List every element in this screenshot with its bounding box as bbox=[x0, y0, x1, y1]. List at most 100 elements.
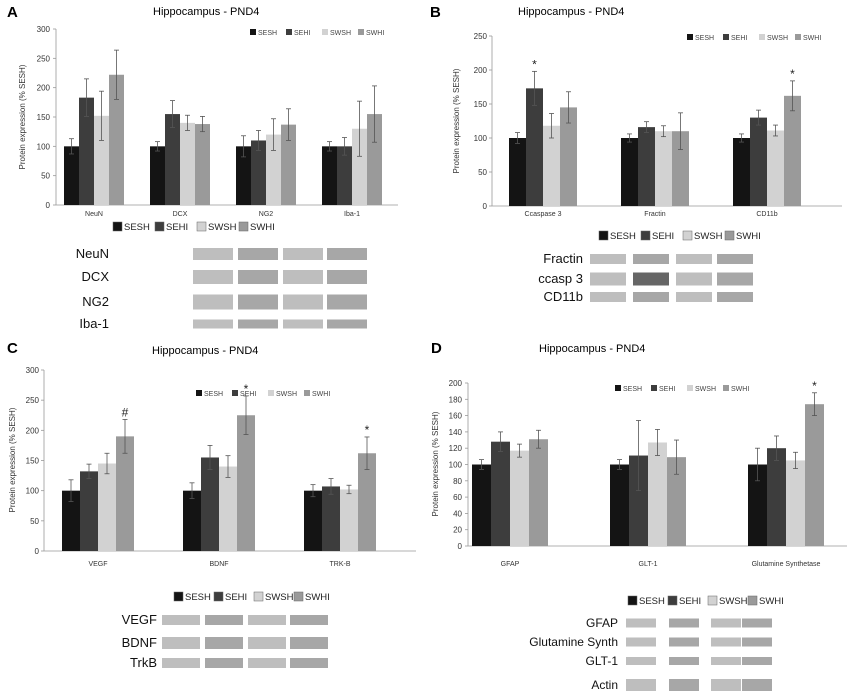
legend-swatch-swsh bbox=[687, 385, 693, 391]
blot-legend-label-swsh: SWSH bbox=[694, 231, 723, 242]
blot-legend-swatch-sesh bbox=[627, 595, 638, 606]
x-tick-label: GFAP bbox=[501, 561, 520, 568]
significance-marker: * bbox=[365, 423, 370, 437]
bar-swhi bbox=[237, 415, 255, 551]
legend-label-sehi: SEHI bbox=[240, 391, 256, 398]
blot-band bbox=[669, 618, 699, 628]
blot-row-label: GLT-1 bbox=[586, 654, 619, 668]
bar-swhi bbox=[560, 107, 577, 206]
blot-band bbox=[676, 292, 712, 302]
blot-band bbox=[248, 658, 286, 668]
legend-swatch-sesh bbox=[196, 390, 202, 396]
bar-swhi bbox=[805, 404, 824, 546]
legend-label-sehi: SEHI bbox=[731, 35, 747, 42]
y-tick-label: 100 bbox=[474, 134, 488, 143]
blot-band bbox=[633, 272, 669, 286]
blot-band bbox=[205, 615, 243, 625]
blot-band bbox=[238, 294, 278, 310]
blot-legend-swatch-sesh bbox=[598, 230, 609, 241]
legend-label-swsh: SWSH bbox=[330, 30, 351, 37]
y-tick-label: 300 bbox=[37, 25, 51, 34]
blot-legend-label-swhi: SWHI bbox=[305, 592, 330, 603]
blot-band bbox=[742, 679, 772, 691]
bar-swsh bbox=[98, 463, 116, 551]
blot-legend-swatch-swsh bbox=[253, 591, 264, 602]
legend-label-swsh: SWSH bbox=[767, 35, 788, 42]
legend-label-swhi: SWHI bbox=[731, 386, 749, 393]
blot-legend-swatch-sehi bbox=[154, 221, 165, 232]
legend-label-sehi: SEHI bbox=[659, 386, 675, 393]
bar-swsh bbox=[767, 130, 784, 206]
blot-band bbox=[238, 319, 278, 329]
blot-legend-swatch-sehi bbox=[213, 591, 224, 602]
blot-band bbox=[711, 618, 741, 628]
blot-legend-label-sesh: SESH bbox=[185, 592, 211, 603]
y-tick-label: 100 bbox=[26, 487, 40, 496]
significance-marker: # bbox=[122, 405, 129, 419]
x-tick-label: Glutamine Synthetase bbox=[752, 561, 821, 568]
bar-swsh bbox=[180, 122, 195, 205]
y-tick-label: 250 bbox=[37, 54, 51, 63]
blot-band bbox=[711, 679, 741, 691]
blot-legend-label-sehi: SEHI bbox=[679, 596, 701, 607]
y-tick-label: 150 bbox=[26, 457, 40, 466]
blot-band bbox=[327, 319, 367, 329]
bar-sehi bbox=[251, 140, 266, 205]
blot-legend-label-swhi: SWHI bbox=[736, 231, 761, 242]
blot-row-label: DCX bbox=[82, 269, 110, 284]
blot-band bbox=[711, 637, 741, 647]
y-axis-label: Protein expression (% SESH) bbox=[8, 407, 17, 512]
y-tick-label: 200 bbox=[37, 84, 51, 93]
blot-row-label: CD11b bbox=[543, 289, 583, 304]
blot-band bbox=[193, 319, 233, 329]
blot-band bbox=[742, 618, 772, 628]
x-tick-label: CD11b bbox=[756, 211, 777, 218]
bar-sesh bbox=[304, 490, 322, 551]
legend-swatch-swhi bbox=[358, 29, 364, 35]
blot-band bbox=[633, 254, 669, 264]
blot-legend-label-swsh: SWSH bbox=[719, 596, 748, 607]
bar-sehi bbox=[80, 471, 98, 551]
bar-sesh bbox=[236, 146, 251, 205]
y-tick-label: 60 bbox=[453, 493, 462, 502]
x-tick-label: NG2 bbox=[259, 211, 274, 218]
significance-marker: * bbox=[532, 57, 537, 71]
chart-title: Hippocampus - PND4 bbox=[539, 343, 645, 355]
blot-row-label: Fractin bbox=[543, 251, 583, 266]
blot-row-label: VEGF bbox=[122, 612, 157, 627]
blot-legend-swatch-sehi bbox=[667, 595, 678, 606]
chart-title: Hippocampus - PND4 bbox=[518, 6, 624, 18]
y-tick-label: 250 bbox=[474, 32, 488, 41]
bar-swhi bbox=[529, 439, 548, 546]
bar-sehi bbox=[638, 127, 655, 206]
panel-d: D Hippocampus - PND4 SESH SEHI SWSH SWHI 0 20 40… bbox=[431, 340, 847, 692]
y-tick-label: 160 bbox=[449, 412, 463, 421]
blot-legend-label-swhi: SWHI bbox=[250, 222, 275, 233]
bar-swsh bbox=[340, 489, 358, 551]
bar-swhi bbox=[358, 453, 376, 551]
bar-sehi bbox=[201, 457, 219, 551]
bar-sehi bbox=[629, 455, 648, 546]
x-tick-label: DCX bbox=[173, 211, 188, 218]
bar-sehi bbox=[767, 448, 786, 546]
legend-swatch-swhi bbox=[795, 34, 801, 40]
blot-row-label: BDNF bbox=[122, 635, 157, 650]
blot-band bbox=[742, 657, 772, 665]
blot-row-label: TrkB bbox=[130, 655, 157, 670]
x-tick-label: VEGF bbox=[88, 561, 107, 568]
blot-legend-label-swsh: SWSH bbox=[208, 222, 237, 233]
y-tick-label: 40 bbox=[453, 509, 462, 518]
bar-swhi bbox=[784, 95, 801, 206]
y-tick-label: 50 bbox=[30, 517, 39, 526]
legend-swatch-sehi bbox=[651, 385, 657, 391]
legend-swatch-swsh bbox=[268, 390, 274, 396]
blot-band bbox=[283, 270, 323, 284]
legend-label-sehi: SEHI bbox=[294, 30, 310, 37]
blot-band bbox=[711, 657, 741, 665]
blot-band bbox=[327, 270, 367, 284]
y-axis-label: Protein expression (% SESH) bbox=[431, 411, 440, 516]
y-tick-label: 150 bbox=[37, 113, 51, 122]
bar-sehi bbox=[322, 486, 340, 551]
blot-band bbox=[290, 658, 328, 668]
blot-band bbox=[717, 254, 753, 264]
